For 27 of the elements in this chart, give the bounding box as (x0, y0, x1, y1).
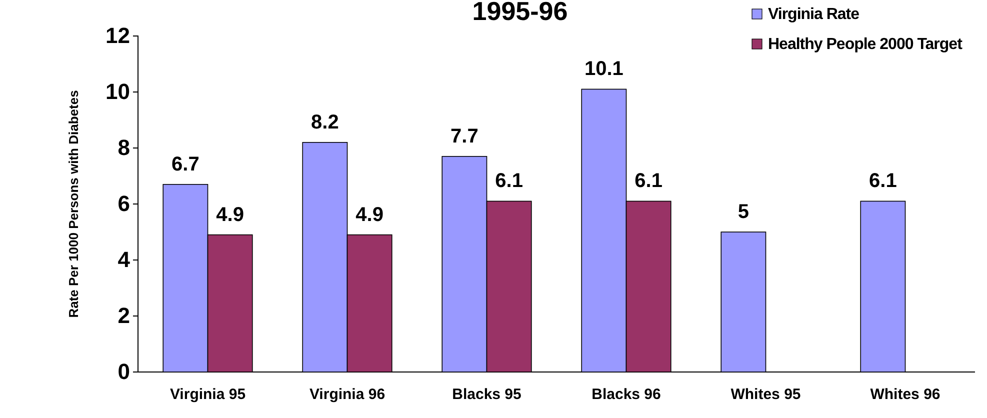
y-axis-title: Rate Per 1000 Persons with Diabetes (66, 90, 81, 318)
y-tick-label: 6 (118, 191, 130, 216)
legend-label: Virginia Rate (768, 6, 860, 23)
y-tick-label: 2 (118, 303, 130, 328)
data-label: 5 (738, 201, 749, 223)
data-label: 4.9 (356, 204, 384, 226)
x-tick-label: Whites 96 (870, 386, 940, 403)
data-label: 7.7 (450, 125, 478, 148)
data-label: 4.9 (216, 204, 244, 226)
x-tick-label: Whites 95 (730, 386, 801, 403)
y-tick-label: 8 (118, 135, 130, 160)
data-label: 6.1 (634, 170, 662, 192)
x-tick-label: Blacks 95 (452, 386, 522, 403)
legend-label: Healthy People 2000 Target (768, 36, 964, 53)
data-label: 6.1 (869, 170, 897, 192)
y-tick-label: 12 (106, 23, 130, 48)
data-label: 6.7 (172, 153, 200, 176)
y-tick-label: 10 (106, 79, 130, 104)
x-tick-label: Blacks 96 (592, 386, 661, 403)
chart-title: 1995-96 (472, 0, 568, 26)
data-label: 8.2 (311, 111, 339, 134)
y-tick-label: 4 (118, 247, 131, 272)
data-label: 6.1 (495, 170, 523, 192)
data-label: 10.1 (584, 58, 624, 80)
y-tick-label: 0 (118, 359, 130, 384)
x-tick-label: Virginia 96 (309, 386, 386, 403)
x-tick-label: Virginia 95 (170, 386, 246, 403)
